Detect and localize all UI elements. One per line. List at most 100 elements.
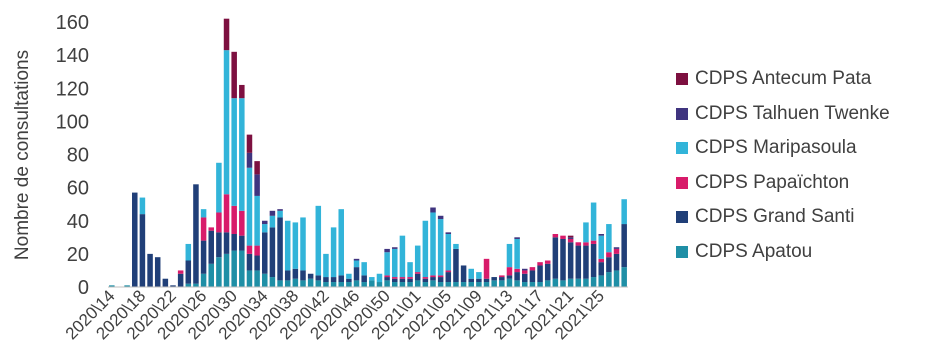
bar-segment <box>384 252 390 276</box>
bar-segment <box>529 267 536 271</box>
bar-segment <box>567 278 574 287</box>
bar-segment <box>590 243 597 278</box>
bar-segment <box>606 257 612 273</box>
bar-segment <box>231 205 237 234</box>
bar-segment <box>315 275 322 281</box>
bar-segment <box>567 237 574 239</box>
bar-segment <box>430 212 436 276</box>
bar-segment <box>399 278 406 283</box>
bar-segment <box>606 272 612 287</box>
bar-segment <box>483 282 490 287</box>
bar-segment <box>162 278 169 287</box>
bar-segment <box>185 243 192 261</box>
bar-segment <box>193 184 199 284</box>
bar-segment <box>537 282 543 287</box>
bar-segment <box>621 267 627 288</box>
bar-segment <box>583 278 589 287</box>
bar-segment <box>254 270 260 287</box>
bar-segment <box>369 277 375 281</box>
bar-segment <box>613 270 620 287</box>
bar-segment <box>506 267 513 276</box>
bar-segment <box>330 277 337 283</box>
y-tick-label: 100 <box>56 111 89 133</box>
bars <box>109 18 627 288</box>
bar-segment <box>544 260 551 264</box>
y-axis: 0 20 40 60 80 100 120 140 160 <box>56 12 89 299</box>
bar-segment <box>208 263 214 287</box>
legend-swatch <box>676 73 688 86</box>
bar-segment <box>560 280 566 288</box>
bar-segment <box>239 210 245 236</box>
bar-segment <box>361 262 367 276</box>
bar-segment <box>544 263 551 281</box>
bar-segment <box>353 267 360 281</box>
bar-segment <box>139 197 146 215</box>
bar-segment <box>376 282 383 287</box>
bar-segment <box>460 265 467 283</box>
bar-segment <box>445 270 452 273</box>
bar-segment <box>598 234 604 236</box>
bar-segment <box>613 253 620 271</box>
bar-segment <box>437 282 444 287</box>
bar-segment <box>414 280 421 288</box>
bar-segment <box>246 270 253 287</box>
bar-segment <box>606 224 612 253</box>
bar-segment <box>284 280 291 288</box>
bar-segment <box>522 270 528 274</box>
bar-segment <box>590 240 597 244</box>
bar-segment <box>583 222 589 243</box>
bar-segment <box>590 277 597 287</box>
bar-segment <box>353 258 360 261</box>
bar-segment <box>583 242 589 246</box>
bar-segment <box>353 260 360 268</box>
bar-segment <box>583 245 589 279</box>
bar-segment <box>407 262 413 278</box>
bar-segment <box>239 235 245 251</box>
bar-segment <box>177 273 184 287</box>
bar-segment <box>277 209 283 211</box>
bar-segment <box>223 253 230 288</box>
bar-segment <box>216 162 222 213</box>
legend-label: CDPS Papaïchton <box>695 171 850 193</box>
bar-segment <box>216 212 222 233</box>
legend-item: CDPS Talhuen Twenke <box>676 97 890 132</box>
bar-segment <box>361 282 367 287</box>
legend-label: CDPS Grand Santi <box>695 206 855 228</box>
bar-segment <box>384 275 390 278</box>
bar-segment <box>139 214 146 288</box>
bar-segment <box>460 282 467 287</box>
bar-segment <box>529 270 536 283</box>
bar-segment <box>254 161 260 175</box>
bar-segment <box>483 258 490 279</box>
bar-segment <box>537 265 543 283</box>
bar-segment <box>407 278 413 283</box>
bar-segment <box>307 278 314 287</box>
bar-segment <box>552 237 559 279</box>
bar-segment <box>262 273 268 287</box>
bar-segment <box>346 278 352 283</box>
bar-segment <box>514 268 520 273</box>
bar-segment <box>239 250 245 287</box>
bar-segment <box>575 245 582 279</box>
legend-label: CDPS Talhuen Twenke <box>695 102 890 124</box>
bar-segment <box>246 167 253 246</box>
bar-segment <box>407 277 413 279</box>
bar-segment <box>399 282 406 287</box>
x-axis: 2020\142020\182020\222020\262020\302020\… <box>62 286 628 343</box>
bar-segment <box>445 234 452 271</box>
bar-segment <box>361 275 367 283</box>
bar-segment <box>430 280 436 288</box>
bar-segment <box>529 282 536 287</box>
bar-segment <box>239 98 245 211</box>
bar-segment <box>231 51 237 99</box>
y-tick-label: 60 <box>67 178 89 200</box>
bar-segment <box>552 234 559 238</box>
bar-segment <box>346 273 352 279</box>
bar-segment <box>239 84 245 99</box>
bar-segment <box>277 217 283 281</box>
bar-segment <box>246 253 253 271</box>
bar-segment <box>185 283 192 287</box>
bar-segment <box>315 205 322 276</box>
bar-segment <box>422 278 429 283</box>
